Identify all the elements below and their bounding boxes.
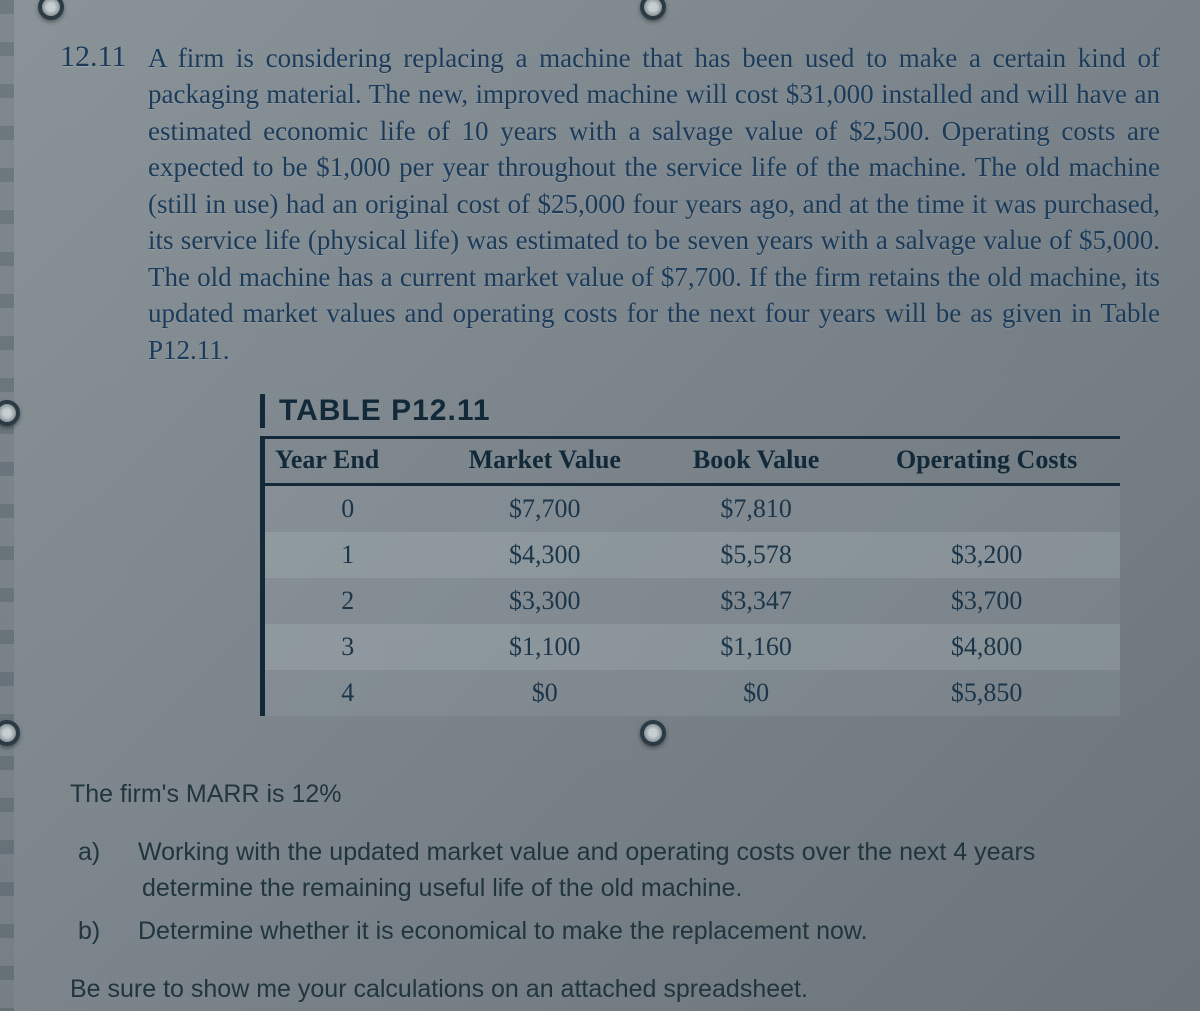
cell: $3,300 [431, 578, 660, 624]
question-block: The firm's MARR is 12% a)Working with th… [60, 776, 1160, 1007]
cell [853, 484, 1120, 532]
table-row: 3 $1,100 $1,160 $4,800 [263, 624, 1121, 670]
part-b: b)Determine whether it is economical to … [110, 913, 1130, 949]
problem-number: 12.11 [60, 40, 130, 368]
cell: $1,160 [659, 624, 853, 670]
cell: $5,850 [853, 670, 1120, 716]
table-row: 4 $0 $0 $5,850 [263, 670, 1121, 716]
cell: 3 [263, 624, 431, 670]
problem-text: A firm is considering replacing a machin… [148, 40, 1160, 368]
col-market-value: Market Value [431, 437, 660, 484]
table-row: 2 $3,300 $3,347 $3,700 [263, 578, 1121, 624]
cell: 0 [263, 484, 431, 532]
table-row: 0 $7,700 $7,810 [263, 484, 1121, 532]
table-container: TABLE P12.11 Year End Market Value Book … [260, 394, 1120, 716]
cell: $1,100 [431, 624, 660, 670]
col-year-end: Year End [263, 437, 431, 484]
cell: $4,300 [431, 532, 660, 578]
binder-ring-icon [0, 720, 20, 746]
binder-ring-icon [0, 400, 20, 426]
question-parts: a)Working with the updated market value … [70, 834, 1130, 949]
part-letter: b) [110, 913, 138, 949]
table-title: TABLE P12.11 [260, 394, 1120, 428]
cell: $0 [431, 670, 660, 716]
cell: 1 [263, 532, 431, 578]
table-header-row: Year End Market Value Book Value Operati… [263, 437, 1121, 484]
textbook-page: 12.11 A firm is considering replacing a … [0, 0, 1200, 1011]
marr-statement: The firm's MARR is 12% [70, 776, 1130, 812]
cell: 2 [263, 578, 431, 624]
cell: $3,700 [853, 578, 1120, 624]
part-letter: a) [110, 834, 138, 870]
cell: $3,347 [659, 578, 853, 624]
spiral-binding [0, 0, 14, 1011]
cell: $0 [659, 670, 853, 716]
binder-ring-icon [640, 720, 666, 746]
binder-ring-icon [38, 0, 64, 20]
part-text: Working with the updated market value an… [138, 838, 1035, 902]
data-table: Year End Market Value Book Value Operati… [260, 436, 1120, 716]
cell: $7,700 [431, 484, 660, 532]
cell: $3,200 [853, 532, 1120, 578]
cell: $5,578 [659, 532, 853, 578]
cell: 4 [263, 670, 431, 716]
part-a: a)Working with the updated market value … [110, 834, 1130, 907]
col-operating-costs: Operating Costs [853, 437, 1120, 484]
part-text: Determine whether it is economical to ma… [138, 917, 868, 945]
col-book-value: Book Value [659, 437, 853, 484]
problem-block: 12.11 A firm is considering replacing a … [60, 40, 1160, 368]
closing-instruction: Be sure to show me your calculations on … [70, 971, 1130, 1007]
cell: $7,810 [659, 484, 853, 532]
table-row: 1 $4,300 $5,578 $3,200 [263, 532, 1121, 578]
binder-ring-icon [640, 0, 666, 20]
cell: $4,800 [853, 624, 1120, 670]
table-body: 0 $7,700 $7,810 1 $4,300 $5,578 $3,200 2… [263, 484, 1121, 716]
